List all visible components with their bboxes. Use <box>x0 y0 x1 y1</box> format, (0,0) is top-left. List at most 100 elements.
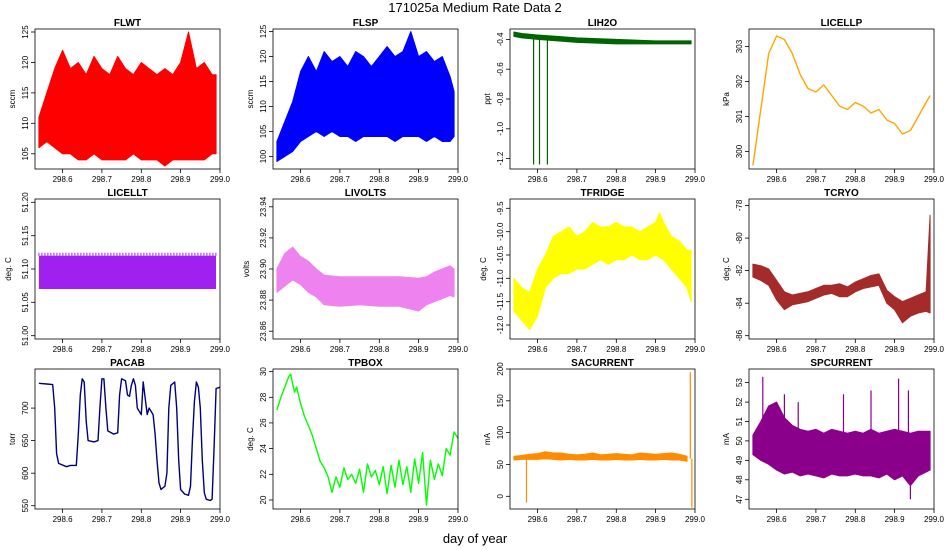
y-axis-label: deg. C <box>4 257 13 281</box>
y-tick-label: 150 <box>496 394 505 408</box>
y-tick-label: -78 <box>735 199 744 211</box>
y-tick-label: -9.5 <box>496 201 505 215</box>
panel-title: LIH2O <box>588 18 618 29</box>
x-tick-label: 298.8 <box>369 175 390 184</box>
x-tick-label: 298.8 <box>606 515 627 524</box>
y-tick-label: 23.94 <box>259 196 268 217</box>
x-axis-label: day of year <box>442 531 508 546</box>
x-tick-label: 298.8 <box>845 175 866 184</box>
y-tick-label: 24 <box>259 444 268 453</box>
x-tick-label: 299.0 <box>448 175 469 184</box>
panel-title: FLWT <box>114 18 141 29</box>
y-tick-label: 51.05 <box>21 292 30 313</box>
panel-title: SACURRENT <box>571 358 634 369</box>
x-tick-label: 298.9 <box>646 175 667 184</box>
y-tick-label: 52 <box>735 397 744 406</box>
x-tick-label: 298.6 <box>767 515 788 524</box>
plot-frame <box>748 198 935 340</box>
data-band <box>752 214 931 324</box>
panel-title: TCRYO <box>824 188 859 199</box>
y-tick-label: 115 <box>259 75 268 88</box>
x-tick-label: 298.9 <box>646 515 667 524</box>
y-tick-label: -12.0 <box>496 315 505 334</box>
y-tick-label: 48 <box>735 475 744 484</box>
plot-frame <box>748 28 935 170</box>
x-tick-label: 298.6 <box>53 175 74 184</box>
data-line <box>752 35 931 166</box>
y-tick-label: 700 <box>21 401 30 415</box>
data-band <box>38 255 217 289</box>
y-axis-label: sccm <box>8 89 17 108</box>
y-axis-label: deg. C <box>722 257 731 281</box>
y-tick-label: 49 <box>735 455 744 464</box>
x-tick-label: 299.0 <box>924 345 945 354</box>
y-tick-label: 110 <box>259 100 268 113</box>
data-band <box>276 31 455 162</box>
x-tick-label: 298.7 <box>92 515 113 524</box>
y-tick-label: -0.6 <box>496 62 505 76</box>
y-tick-label: 110 <box>21 116 30 129</box>
x-tick-label: 299.0 <box>448 345 469 354</box>
chart-panel-pacab: PACAB 298.6 298.7 298.8 298.9 299.0 550 600 650 7… <box>8 358 231 524</box>
y-axis-label: volts <box>242 261 251 277</box>
data-band <box>38 31 217 167</box>
chart-panel-licellp: LICELLP 298.6 298.7 298.8 298.9 299.0 300 301 30… <box>722 18 945 184</box>
x-tick-label: 298.8 <box>369 345 390 354</box>
panel-title: LICELLT <box>107 188 147 199</box>
y-tick-label: 28 <box>259 392 268 401</box>
y-tick-label: -84 <box>735 297 744 309</box>
plot-frame <box>509 28 696 170</box>
plot-frame <box>748 368 935 510</box>
data-band <box>276 246 455 312</box>
y-axis-label: torr <box>8 433 17 445</box>
y-tick-label: 120 <box>21 55 30 69</box>
x-tick-label: 298.8 <box>131 345 152 354</box>
x-tick-label: 298.9 <box>885 515 906 524</box>
x-tick-label: 298.7 <box>806 175 827 184</box>
y-tick-label: -11.5 <box>496 292 505 310</box>
plot-frame <box>34 368 221 510</box>
y-axis-label: mA <box>722 432 731 445</box>
x-tick-label: 298.9 <box>646 345 667 354</box>
x-tick-label: 298.6 <box>528 175 549 184</box>
panel-title: TFRIDGE <box>581 188 625 199</box>
y-tick-label: 53 <box>735 378 744 387</box>
data-band <box>513 212 692 331</box>
x-tick-label: 298.8 <box>131 175 152 184</box>
y-tick-label: 200 <box>496 362 505 376</box>
data-line <box>276 373 459 506</box>
y-tick-label: 50 <box>735 436 744 445</box>
x-tick-label: 298.9 <box>171 175 192 184</box>
x-tick-label: 298.9 <box>885 175 906 184</box>
x-tick-label: 298.7 <box>330 175 351 184</box>
y-tick-label: -1.2 <box>496 151 505 165</box>
y-tick-label: 125 <box>259 24 268 38</box>
chart-panel-tpbox: TPBOX 298.6 298.7 298.8 298.9 299.0 20 22 24 26 28… <box>246 358 469 524</box>
x-tick-label: 298.6 <box>291 175 312 184</box>
x-tick-label: 299.0 <box>685 345 706 354</box>
y-tick-label: 105 <box>21 147 30 161</box>
x-tick-label: 298.8 <box>606 175 627 184</box>
plot-frame <box>34 28 221 170</box>
y-tick-label: -11.0 <box>496 269 505 287</box>
panel-title: SPCURRENT <box>810 358 872 369</box>
y-tick-label: -80 <box>735 232 744 244</box>
y-tick-label: 51.20 <box>21 192 30 213</box>
plot-frame <box>509 198 696 340</box>
chart-panel-lih2o: LIH2O 298.6 298.7 298.8 298.9 299.0 -1.2 -1.0 -0… <box>483 18 706 184</box>
panel-title: LIVOLTS <box>345 188 387 199</box>
y-tick-label: 23.88 <box>259 290 268 311</box>
y-axis-label: kPa <box>722 92 731 106</box>
y-tick-label: 100 <box>259 149 268 163</box>
panel-title: LICELLP <box>821 18 863 29</box>
x-tick-label: 299.0 <box>924 175 945 184</box>
x-tick-label: 298.8 <box>369 515 390 524</box>
y-tick-label: 105 <box>259 124 268 138</box>
y-axis-label: ppt <box>483 93 492 105</box>
y-tick-label: 301 <box>735 109 744 123</box>
chart-panel-licellt: LICELLT 298.6 298.7 298.8 298.9 299.0 51.00 51.… <box>4 188 231 354</box>
chart-panel-flwt: FLWT 298.6 298.7 298.8 298.9 299.0 105 110 115 12… <box>8 18 231 184</box>
panel-title: TPBOX <box>348 358 383 369</box>
y-tick-label: -82 <box>735 264 744 276</box>
y-tick-label: -10.5 <box>496 245 505 264</box>
